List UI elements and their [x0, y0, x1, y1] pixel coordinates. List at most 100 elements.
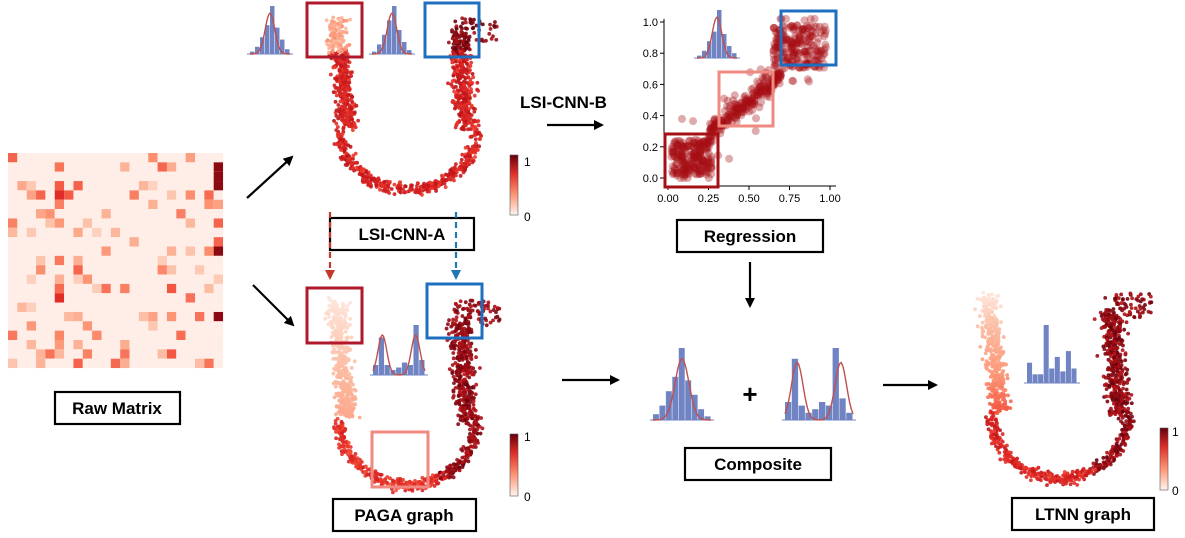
embedding-point	[346, 120, 351, 125]
embedding-point	[484, 323, 489, 328]
matrix-cell	[166, 311, 177, 322]
matrix-cell	[204, 349, 214, 359]
embedding-point	[454, 36, 459, 41]
scatter-point	[741, 102, 750, 111]
matrix-cell	[92, 265, 102, 275]
matrix-cell	[120, 293, 130, 303]
scatter-point	[724, 110, 733, 119]
matrix-cell	[166, 293, 177, 303]
matrix-cell	[110, 321, 121, 331]
composite-label: Composite	[714, 455, 802, 474]
embedding-point	[453, 401, 458, 406]
embedding-point	[350, 413, 355, 418]
matrix-cell	[157, 199, 167, 210]
scatter-point	[677, 150, 686, 159]
embedding-point	[340, 132, 345, 136]
embedding-point	[443, 476, 448, 481]
matrix-cell	[101, 255, 111, 266]
matrix-cell	[129, 171, 139, 182]
composite-hist-unimodal	[650, 348, 714, 421]
embedding-point	[456, 422, 461, 427]
matrix-cell	[45, 293, 55, 303]
hist-bar	[846, 412, 853, 420]
embedding-point	[337, 39, 342, 44]
embedding-point	[347, 411, 352, 416]
embedding-point	[334, 404, 339, 409]
embedding-point	[398, 190, 403, 195]
scatter-point	[673, 141, 682, 150]
embedding-point	[341, 325, 346, 330]
embedding-point	[401, 187, 406, 192]
matrix-cell	[26, 283, 37, 294]
embedding-point	[467, 330, 472, 334]
embedding-point	[492, 23, 497, 28]
embedding-point	[347, 106, 352, 111]
embedding-point	[488, 22, 492, 27]
matrix-cell	[64, 190, 74, 200]
embedding-point	[342, 403, 347, 407]
hist-bar	[707, 41, 712, 58]
matrix-cell	[8, 330, 18, 340]
embedding-point	[458, 368, 463, 372]
embedding-point	[1124, 320, 1129, 325]
embedding-point	[459, 100, 464, 105]
matrix-cell	[92, 246, 102, 256]
matrix-cell	[166, 330, 177, 340]
embedding-point	[467, 162, 472, 167]
embedding-point	[460, 355, 465, 360]
embedding-point	[328, 72, 333, 77]
paga-red-selection-box	[305, 286, 364, 345]
matrix-cell	[101, 274, 111, 284]
scatter-point	[678, 160, 687, 169]
scatter-point	[772, 70, 781, 79]
scatter-point	[692, 150, 701, 159]
matrix-cell	[166, 340, 177, 350]
matrix-cell	[176, 209, 186, 219]
matrix-cell	[110, 265, 121, 275]
embedding-point	[334, 343, 339, 348]
matrix-cell	[45, 283, 55, 294]
embedding-point	[466, 158, 471, 163]
embedding-point	[1115, 453, 1119, 458]
matrix-cell	[54, 358, 65, 369]
embedding-point	[451, 395, 456, 400]
embedding-point	[420, 192, 424, 197]
scatter-point	[696, 167, 705, 176]
embedding-point	[467, 365, 471, 370]
embedding-point	[349, 74, 354, 78]
matrix-cell	[213, 199, 224, 210]
matrix-cell	[8, 265, 18, 275]
matrix-cell	[54, 153, 65, 163]
embedding-point	[458, 363, 463, 368]
scatter-point	[702, 146, 711, 155]
embedding-point	[994, 369, 999, 374]
matrix-cell	[101, 162, 111, 172]
scatter-point	[697, 155, 706, 164]
embedding-point	[1125, 297, 1130, 301]
embedding-point	[333, 51, 338, 56]
embedding-point	[463, 458, 468, 463]
embedding-point	[1001, 335, 1006, 339]
embedding-point	[998, 428, 1002, 433]
embedding-point	[467, 341, 472, 346]
embedding-point	[472, 303, 477, 308]
scatter-point	[814, 34, 823, 43]
matrix-cell	[110, 330, 121, 340]
matrix-cell	[73, 293, 83, 303]
matrix-cell	[101, 218, 111, 228]
matrix-cell	[73, 321, 83, 331]
embedding-point	[336, 103, 341, 107]
matrix-cell	[185, 218, 195, 228]
scatter-point	[792, 47, 801, 56]
embedding-point	[448, 474, 453, 479]
matrix-cell	[26, 162, 37, 172]
matrix-cell	[8, 227, 18, 238]
embedding-point	[334, 426, 339, 431]
scatter-point	[725, 104, 734, 113]
matrix-cell	[148, 293, 158, 303]
matrix-cell	[185, 255, 195, 266]
embedding-point	[479, 134, 484, 138]
matrix-cell	[213, 153, 224, 163]
embedding-point	[341, 322, 346, 327]
matrix-cell	[213, 209, 224, 219]
